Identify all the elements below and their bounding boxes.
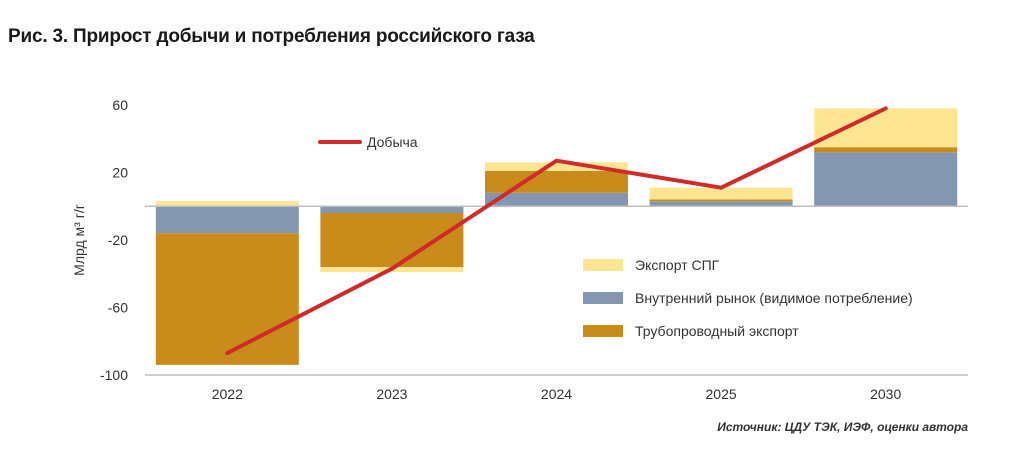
bar-2030-series-2 <box>814 108 958 148</box>
legend-label-line: Добыча <box>367 134 418 150</box>
legend-swatch-series-0 <box>583 292 623 304</box>
legend-swatch-series-1 <box>583 325 623 337</box>
bar-2024-series-2 <box>485 162 628 171</box>
x-tick-labels: 2022 2023 2024 2025 2030 <box>212 386 902 402</box>
legend-label-series-1: Трубопроводный экспорт <box>635 323 799 339</box>
legend: Добыча Экспорт СПГ Внутренний рынок (видим… <box>318 134 913 339</box>
bar-2022-series-0 <box>155 206 299 234</box>
y-tick-labels: 60 20 -20 -60 -100 <box>100 97 128 383</box>
production-line <box>225 106 888 356</box>
bar-2025-series-1 <box>649 199 793 202</box>
y-tick-label: 20 <box>112 165 128 181</box>
y-tick-label: -60 <box>108 300 128 316</box>
bar-2024-series-0 <box>485 192 628 207</box>
legend-label-series-2: Экспорт СПГ <box>635 257 720 273</box>
bar-2030-series-0 <box>814 152 958 207</box>
bar-2025-series-2 <box>649 187 793 200</box>
bar-2030-series-1 <box>814 147 958 153</box>
x-tick-label: 2030 <box>870 386 901 402</box>
bar-2022-series-1 <box>155 233 299 365</box>
bar-2023-series-0 <box>320 206 464 213</box>
bar-group <box>155 108 958 365</box>
chart-title: Рис. 3. Прирост добычи и потребления рос… <box>8 26 535 47</box>
y-tick-label: -20 <box>108 232 128 248</box>
y-tick-label: -100 <box>100 367 128 383</box>
source-note: Источник: ЦДУ ТЭК, ИЭФ, оценки автора <box>717 420 968 434</box>
bar-2023-series-1 <box>320 213 464 267</box>
x-tick-label: 2024 <box>541 386 572 402</box>
bar-2022-series-2 <box>155 201 299 207</box>
legend-label-series-0: Внутренний рынок (видимое потребление) <box>635 290 913 306</box>
bar-2024-series-1 <box>485 170 628 193</box>
y-axis-label: Млрд м³ г/г <box>71 204 87 276</box>
x-tick-label: 2022 <box>212 386 243 402</box>
y-tick-label: 60 <box>112 97 128 113</box>
bar-2025-series-0 <box>649 201 793 207</box>
legend-swatch-series-2 <box>583 259 623 271</box>
x-tick-label: 2025 <box>706 386 737 402</box>
x-tick-label: 2023 <box>376 386 407 402</box>
